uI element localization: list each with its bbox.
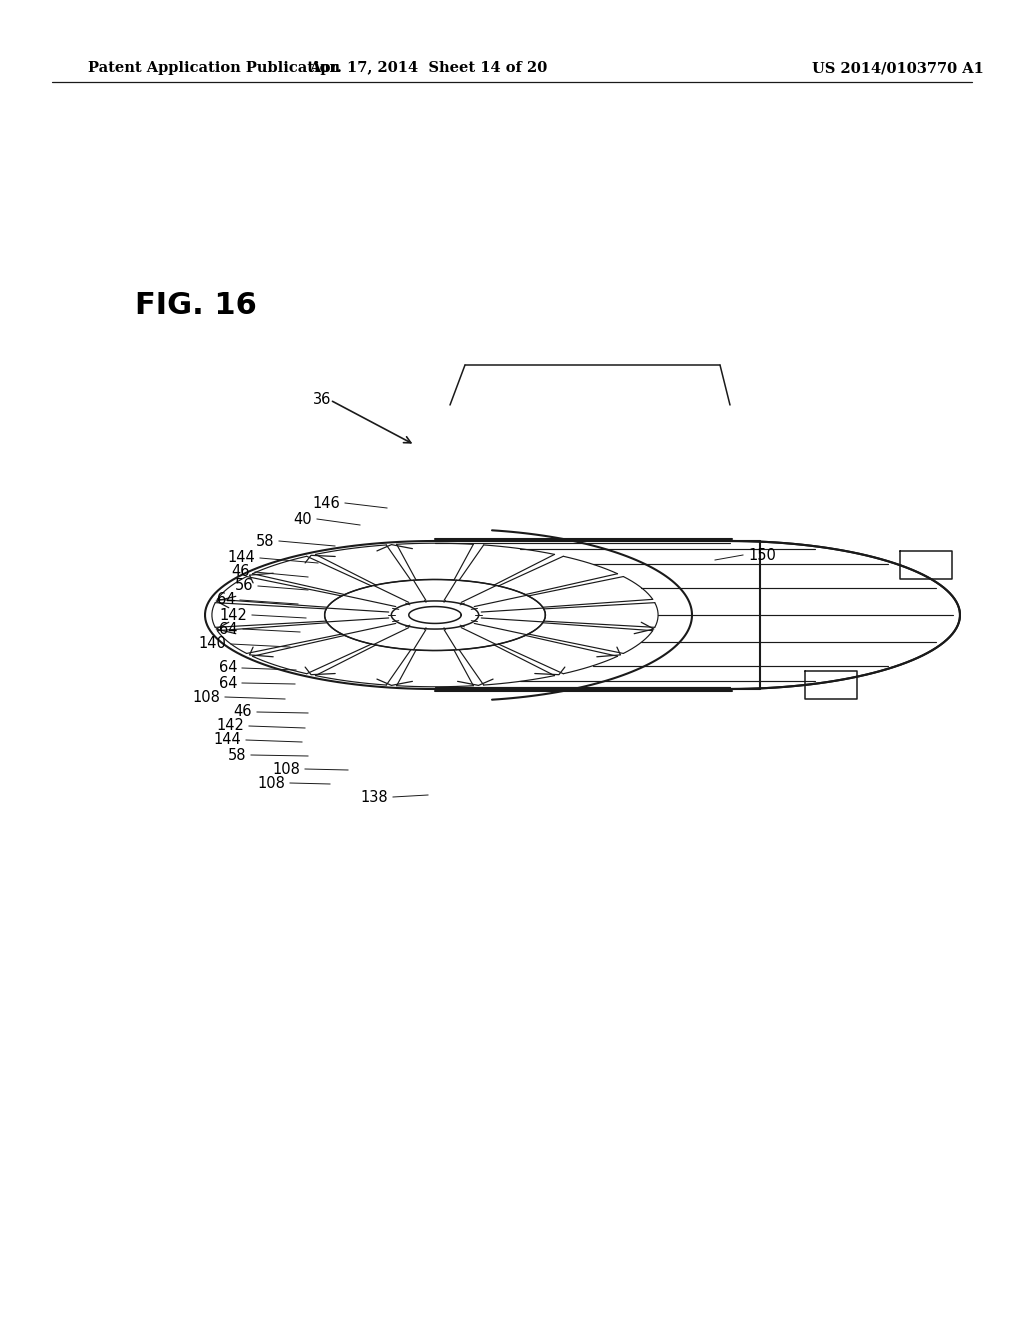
Text: 146: 146 (312, 495, 340, 511)
Text: 64: 64 (218, 660, 237, 676)
Text: 64: 64 (216, 593, 234, 607)
Text: Patent Application Publication: Patent Application Publication (88, 61, 340, 75)
Text: 138: 138 (360, 789, 388, 804)
Text: 108: 108 (257, 776, 285, 791)
Text: 150: 150 (748, 548, 776, 562)
Text: 108: 108 (272, 762, 300, 776)
Text: 142: 142 (219, 607, 247, 623)
Text: 64: 64 (219, 622, 238, 636)
Text: 144: 144 (213, 733, 241, 747)
Text: 46: 46 (233, 705, 252, 719)
Text: 46: 46 (231, 565, 250, 579)
Text: FIG. 16: FIG. 16 (135, 290, 257, 319)
Text: 36: 36 (312, 392, 331, 408)
Text: 40: 40 (293, 511, 312, 527)
Text: 58: 58 (227, 747, 246, 763)
Text: 58: 58 (256, 533, 274, 549)
Text: Apr. 17, 2014  Sheet 14 of 20: Apr. 17, 2014 Sheet 14 of 20 (309, 61, 547, 75)
Text: 64: 64 (218, 676, 237, 690)
Text: 144: 144 (227, 550, 255, 565)
Text: 108: 108 (193, 689, 220, 705)
Text: 142: 142 (216, 718, 244, 734)
Text: 56: 56 (234, 578, 253, 594)
Text: US 2014/0103770 A1: US 2014/0103770 A1 (812, 61, 984, 75)
Text: 140: 140 (198, 636, 226, 652)
